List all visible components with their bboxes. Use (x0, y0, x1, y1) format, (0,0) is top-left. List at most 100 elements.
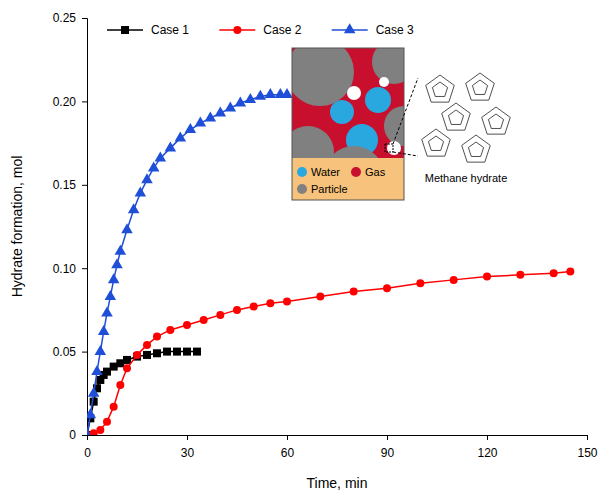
data-point (173, 348, 181, 356)
particle (292, 48, 354, 106)
data-point (163, 348, 171, 356)
data-point (205, 111, 217, 121)
data-point (90, 398, 98, 406)
data-point (101, 307, 113, 317)
y-tick-label: 0.25 (53, 11, 77, 25)
data-point (110, 403, 118, 411)
data-point (153, 349, 161, 357)
cage-ring (468, 142, 483, 156)
data-point (483, 273, 491, 281)
x-tick-label: 150 (577, 446, 597, 460)
inset-key-label: Water (311, 166, 340, 178)
cage-ring (422, 129, 451, 156)
y-tick-mark (82, 352, 87, 353)
x-tick-label: 30 (181, 446, 195, 460)
y-axis: 0 0.05 0.10 0.15 0.20 0.25 (53, 11, 88, 442)
x-tick: 120 (477, 435, 497, 460)
y-tick-label: 0.15 (53, 178, 77, 192)
inset-key-label: Particle (311, 183, 348, 195)
y-tick-label: 0.05 (53, 345, 77, 359)
x-tick: 30 (181, 435, 195, 460)
data-point (87, 428, 93, 435)
data-point (195, 116, 207, 126)
cage (442, 103, 471, 130)
x-tick-mark (587, 435, 588, 440)
y-axis-line (82, 19, 88, 436)
data-point (108, 273, 120, 283)
x-tick-label: 120 (477, 446, 497, 460)
data-point (165, 141, 177, 151)
legend-marker (344, 23, 356, 33)
data-point (95, 345, 107, 355)
data-point (200, 316, 208, 324)
inset-key-dot (297, 184, 307, 194)
x-tick-mark (287, 435, 288, 440)
cage (482, 107, 511, 134)
y-tick-label: 0.20 (53, 95, 77, 109)
inset-band (292, 158, 404, 200)
water-blob (365, 87, 391, 113)
data-point (450, 276, 458, 284)
data-point (266, 299, 274, 307)
x-axis-title: Time, min (307, 475, 368, 491)
inset-picture (292, 48, 404, 158)
x-tick: 60 (281, 435, 295, 460)
data-point (416, 279, 424, 287)
data-point (88, 387, 100, 397)
data-point (316, 293, 324, 301)
data-point (255, 90, 267, 100)
y-tick-mark (82, 435, 87, 436)
particle (292, 126, 334, 158)
y-tick: 0.20 (53, 95, 87, 109)
x-tick-label: 90 (381, 446, 395, 460)
y-tick: 0 (69, 428, 87, 442)
water-blob (330, 100, 354, 124)
data-point (516, 271, 524, 279)
data-point (87, 408, 96, 418)
chart: 030609012015000.050.100.150.200.25Case 1… (0, 0, 615, 496)
data-point (121, 223, 133, 233)
zoom-line (393, 152, 418, 156)
inset-label: Methane hydrate (425, 172, 508, 184)
x-tick-label: 60 (281, 446, 295, 460)
legend-marker (121, 26, 129, 34)
cage-ring (482, 107, 511, 134)
particle (384, 106, 404, 146)
zoom-line (393, 78, 418, 144)
cage-ring (428, 136, 443, 150)
cage (426, 75, 455, 102)
x-tick-mark (387, 435, 388, 440)
data-point (115, 245, 127, 255)
legend-marker (233, 26, 241, 34)
y-tick: 0.10 (53, 262, 87, 276)
legend-item: Case 3 (332, 23, 414, 37)
cage (466, 73, 495, 100)
particle (372, 48, 404, 84)
x-tick: 90 (381, 435, 395, 460)
cage-ring (488, 114, 503, 128)
data-point (91, 365, 103, 375)
data-point (148, 161, 160, 171)
data-point (265, 88, 277, 98)
cage-ring (466, 73, 495, 100)
y-tick: 0.05 (53, 345, 87, 359)
data-point (233, 306, 241, 314)
data-point (566, 268, 574, 276)
x-axis: 0306090120150 (84, 435, 598, 460)
data-point (141, 173, 153, 183)
inset-key-dot (351, 167, 361, 177)
data-point (133, 351, 141, 359)
data-point (193, 348, 201, 356)
data-point (103, 418, 111, 426)
series-line (87, 95, 287, 435)
data-point (166, 326, 174, 334)
hydrate-spot (379, 77, 389, 87)
data-point (250, 303, 258, 311)
y-tick: 0.25 (53, 11, 87, 25)
data-point (153, 333, 161, 341)
data-point (235, 96, 247, 106)
data-point (550, 269, 558, 277)
inset: WaterGasParticleMethane hydrate (282, 38, 510, 206)
y-axis-title: Hydrate formation, mol (9, 156, 25, 298)
cage-ring (432, 82, 447, 96)
